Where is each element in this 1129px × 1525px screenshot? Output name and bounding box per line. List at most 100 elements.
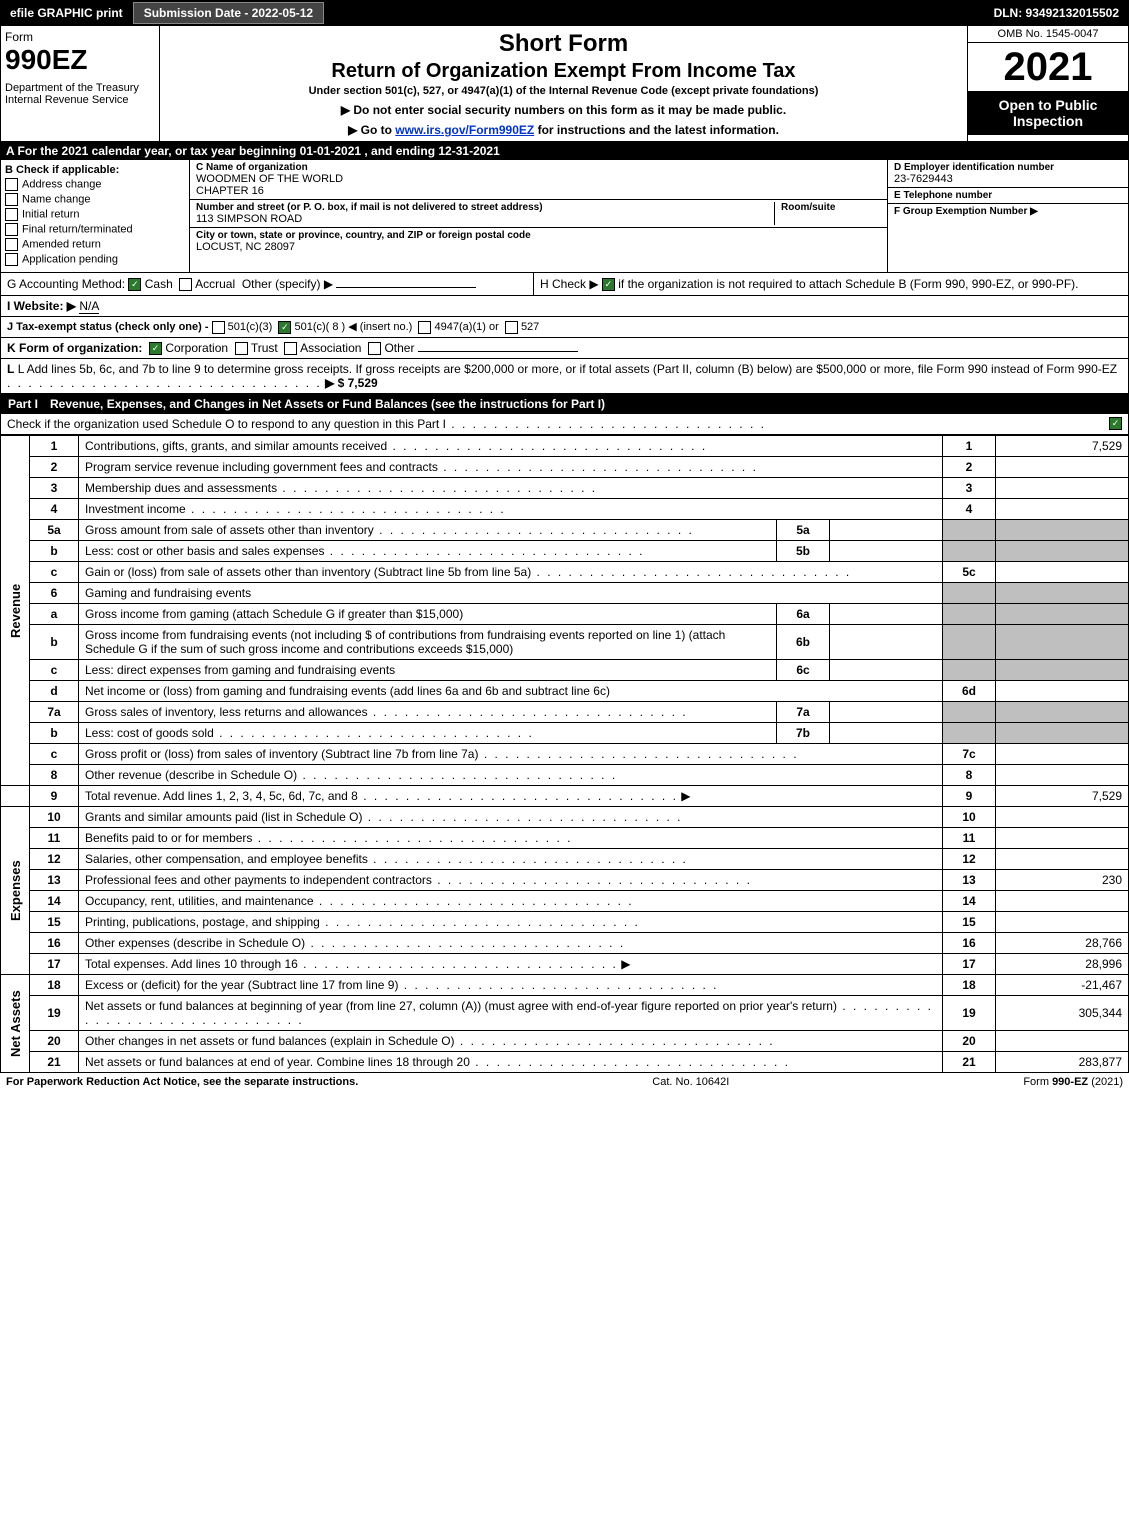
table-row: 14 Occupancy, rent, utilities, and maint… bbox=[1, 891, 1129, 912]
checkbox-empty-icon bbox=[5, 178, 18, 191]
instr-ssn: ▶ Do not enter social security numbers o… bbox=[168, 103, 959, 117]
org-name: WOODMEN OF THE WORLD CHAPTER 16 bbox=[196, 173, 881, 197]
top-black-bar: efile GRAPHIC print Submission Date - 20… bbox=[0, 0, 1129, 26]
website-value: N/A bbox=[79, 299, 99, 314]
header-left: Form 990EZ Department of the Treasury In… bbox=[1, 26, 160, 141]
footer-left: For Paperwork Reduction Act Notice, see … bbox=[6, 1076, 358, 1088]
part-1-header: Part I Revenue, Expenses, and Changes in… bbox=[0, 394, 1129, 414]
footer-right: Form 990-EZ (2021) bbox=[1023, 1076, 1123, 1088]
chk-amended-return[interactable]: Amended return bbox=[5, 238, 185, 251]
g-h-row: G Accounting Method: ✓ Cash Accrual Othe… bbox=[0, 273, 1129, 296]
table-row: 9 Total revenue. Add lines 1, 2, 3, 4, 5… bbox=[1, 786, 1129, 807]
tax-year: 2021 bbox=[968, 43, 1128, 91]
table-row: 17 Total expenses. Add lines 10 through … bbox=[1, 954, 1129, 975]
revenue-vert-label: Revenue bbox=[1, 436, 30, 786]
efile-label[interactable]: efile GRAPHIC print bbox=[4, 4, 129, 22]
checkbox-empty-icon bbox=[5, 253, 18, 266]
netassets-vert-label: Net Assets bbox=[1, 975, 30, 1073]
footer-mid: Cat. No. 10642I bbox=[652, 1076, 729, 1088]
d-ein: D Employer identification number 23-7629… bbox=[888, 160, 1128, 188]
city-label: City or town, state or province, country… bbox=[196, 230, 881, 241]
table-row: a Gross income from gaming (attach Sched… bbox=[1, 604, 1129, 625]
checkbox-empty-icon bbox=[5, 223, 18, 236]
checkbox-empty-icon[interactable] bbox=[368, 342, 381, 355]
table-row: 15 Printing, publications, postage, and … bbox=[1, 912, 1129, 933]
info-block: B Check if applicable: Address change Na… bbox=[0, 160, 1129, 273]
checkbox-empty-icon bbox=[5, 193, 18, 206]
table-row: 4 Investment income 4 bbox=[1, 499, 1129, 520]
table-row: 19 Net assets or fund balances at beginn… bbox=[1, 996, 1129, 1031]
checkbox-empty-icon[interactable] bbox=[212, 321, 225, 334]
city-row: City or town, state or province, country… bbox=[190, 228, 887, 255]
checkbox-checked-icon[interactable]: ✓ bbox=[1109, 417, 1122, 430]
expenses-vert-label: Expenses bbox=[1, 807, 30, 975]
checkbox-empty-icon[interactable] bbox=[418, 321, 431, 334]
val-13: 230 bbox=[996, 870, 1129, 891]
checkbox-checked-icon[interactable]: ✓ bbox=[149, 342, 162, 355]
header-mid: Short Form Return of Organization Exempt… bbox=[160, 26, 967, 141]
table-row: 16 Other expenses (describe in Schedule … bbox=[1, 933, 1129, 954]
irs-link[interactable]: www.irs.gov/Form990EZ bbox=[395, 123, 534, 137]
table-row: 2 Program service revenue including gove… bbox=[1, 457, 1129, 478]
checkbox-empty-icon[interactable] bbox=[235, 342, 248, 355]
table-row: c Gross profit or (loss) from sales of i… bbox=[1, 744, 1129, 765]
val-21: 283,877 bbox=[996, 1052, 1129, 1073]
table-row: 20 Other changes in net assets or fund b… bbox=[1, 1031, 1129, 1052]
table-row: Expenses 10 Grants and similar amounts p… bbox=[1, 807, 1129, 828]
chk-application-pending[interactable]: Application pending bbox=[5, 253, 185, 266]
checkbox-checked-icon[interactable]: ✓ bbox=[278, 321, 291, 334]
checkbox-checked-icon: ✓ bbox=[602, 278, 615, 291]
table-row: 21 Net assets or fund balances at end of… bbox=[1, 1052, 1129, 1073]
form-header: Form 990EZ Department of the Treasury In… bbox=[0, 26, 1129, 142]
other-org-input[interactable] bbox=[418, 351, 578, 352]
line-l-amount: ▶ $ 7,529 bbox=[325, 376, 378, 390]
line-g: G Accounting Method: ✓ Cash Accrual Othe… bbox=[1, 273, 533, 295]
part-1-table: Revenue 1 Contributions, gifts, grants, … bbox=[0, 435, 1129, 1073]
header-right: OMB No. 1545-0047 2021 Open to Public In… bbox=[967, 26, 1128, 141]
val-19: 305,344 bbox=[996, 996, 1129, 1031]
table-row: 11 Benefits paid to or for members 11 bbox=[1, 828, 1129, 849]
checkbox-empty-icon bbox=[179, 278, 192, 291]
title-return: Return of Organization Exempt From Incom… bbox=[168, 60, 959, 83]
city-value: LOCUST, NC 28097 bbox=[196, 241, 881, 253]
table-row: 7a Gross sales of inventory, less return… bbox=[1, 702, 1129, 723]
instr-goto-post: for instructions and the latest informat… bbox=[534, 123, 779, 137]
line-j: J Tax-exempt status (check only one) - 5… bbox=[0, 317, 1129, 338]
subtitle: Under section 501(c), 527, or 4947(a)(1)… bbox=[168, 85, 959, 97]
page-footer: For Paperwork Reduction Act Notice, see … bbox=[0, 1073, 1129, 1091]
table-row: 3 Membership dues and assessments 3 bbox=[1, 478, 1129, 499]
table-row: Net Assets 18 Excess or (deficit) for th… bbox=[1, 975, 1129, 996]
table-row: d Net income or (loss) from gaming and f… bbox=[1, 681, 1129, 702]
submission-date: Submission Date - 2022-05-12 bbox=[133, 2, 324, 24]
val-18: -21,467 bbox=[996, 975, 1129, 996]
checkbox-empty-icon[interactable] bbox=[284, 342, 297, 355]
line-i: I Website: ▶ N/A bbox=[0, 296, 1129, 317]
instr-goto: ▶ Go to www.irs.gov/Form990EZ for instru… bbox=[168, 123, 959, 137]
omb-number: OMB No. 1545-0047 bbox=[968, 26, 1128, 43]
checkbox-empty-icon bbox=[5, 238, 18, 251]
street-row: Number and street (or P. O. box, if mail… bbox=[190, 200, 887, 228]
chk-address-change[interactable]: Address change bbox=[5, 178, 185, 191]
org-name-row: C Name of organization WOODMEN OF THE WO… bbox=[190, 160, 887, 200]
chk-initial-return[interactable]: Initial return bbox=[5, 208, 185, 221]
table-row: b Gross income from fundraising events (… bbox=[1, 625, 1129, 660]
ein-value: 23-7629443 bbox=[894, 173, 1122, 185]
c-name-label: C Name of organization bbox=[196, 162, 881, 173]
line-l: L L Add lines 5b, 6c, and 7b to line 9 t… bbox=[0, 359, 1129, 394]
table-row: 6 Gaming and fundraising events bbox=[1, 583, 1129, 604]
checkbox-empty-icon[interactable] bbox=[505, 321, 518, 334]
table-row: c Less: direct expenses from gaming and … bbox=[1, 660, 1129, 681]
table-row: c Gain or (loss) from sale of assets oth… bbox=[1, 562, 1129, 583]
chk-final-return[interactable]: Final return/terminated bbox=[5, 223, 185, 236]
open-to-public: Open to Public Inspection bbox=[968, 91, 1128, 135]
other-specify-input[interactable] bbox=[336, 287, 476, 288]
checkbox-checked-icon: ✓ bbox=[128, 278, 141, 291]
table-row: b Less: cost of goods sold 7b bbox=[1, 723, 1129, 744]
dept-treasury: Department of the Treasury Internal Reve… bbox=[5, 82, 155, 106]
street-label: Number and street (or P. O. box, if mail… bbox=[196, 202, 774, 213]
b-label: B Check if applicable: bbox=[5, 164, 185, 176]
form-number: 990EZ bbox=[5, 44, 155, 76]
chk-name-change[interactable]: Name change bbox=[5, 193, 185, 206]
part-1-checkline: Check if the organization used Schedule … bbox=[0, 414, 1129, 435]
section-c: C Name of organization WOODMEN OF THE WO… bbox=[190, 160, 887, 272]
